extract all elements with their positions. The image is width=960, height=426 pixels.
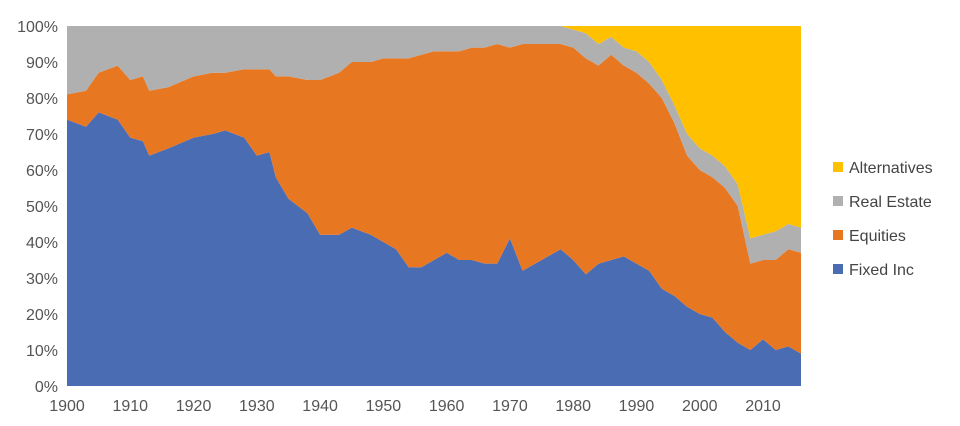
y-tick-label: 70% [26, 127, 58, 144]
x-tick-label: 1930 [239, 398, 275, 415]
area-alternatives [67, 26, 801, 239]
y-tick-label: 100% [17, 19, 58, 36]
y-tick-label: 50% [26, 199, 58, 216]
x-tick-label: 1900 [49, 398, 85, 415]
legend-swatch-equities [833, 230, 843, 240]
legend-swatch-fixed-inc [833, 264, 843, 274]
area-equities [67, 44, 801, 354]
legend-label-alternatives: Alternatives [849, 160, 933, 177]
series-areas [67, 26, 801, 387]
legend-swatch-real-estate [833, 196, 843, 206]
y-tick-label: 10% [26, 343, 58, 360]
y-tick-label: 30% [26, 271, 58, 288]
x-tick-label: 1960 [429, 398, 465, 415]
y-tick-label: 60% [26, 163, 58, 180]
y-tick-label: 90% [26, 55, 58, 72]
y-tick-label: 80% [26, 91, 58, 108]
x-tick-label: 2010 [745, 398, 781, 415]
y-tick-label: 20% [26, 307, 58, 324]
legend-label-equities: Equities [849, 228, 906, 245]
x-tick-label: 1980 [555, 398, 591, 415]
x-tick-label: 1950 [366, 398, 402, 415]
x-axis: 1900 1910 1920 1930 1940 1950 1960 1970 1980 1990… [49, 398, 781, 415]
y-tick-label: 0% [35, 379, 58, 396]
area-fixed-inc [67, 112, 801, 387]
x-tick-label: 1970 [492, 398, 528, 415]
legend-label-real-estate: Real Estate [849, 194, 932, 211]
y-tick-label: 40% [26, 235, 58, 252]
x-tick-label: 1940 [302, 398, 338, 415]
x-tick-label: 2000 [682, 398, 718, 415]
x-tick-label: 1910 [112, 398, 148, 415]
x-tick-label: 1920 [176, 398, 212, 415]
legend-label-fixed-inc: Fixed Inc [849, 262, 914, 279]
x-tick-label: 1990 [619, 398, 655, 415]
area-real-estate [67, 26, 801, 264]
legend-swatch-alternatives [833, 162, 843, 172]
legend: Alternatives Real Estate Equities Fixed Inc [833, 160, 933, 279]
y-axis: 0% 10% 20% 30% 40% 50% 60% 70% 80% 90% 100% [17, 19, 58, 396]
